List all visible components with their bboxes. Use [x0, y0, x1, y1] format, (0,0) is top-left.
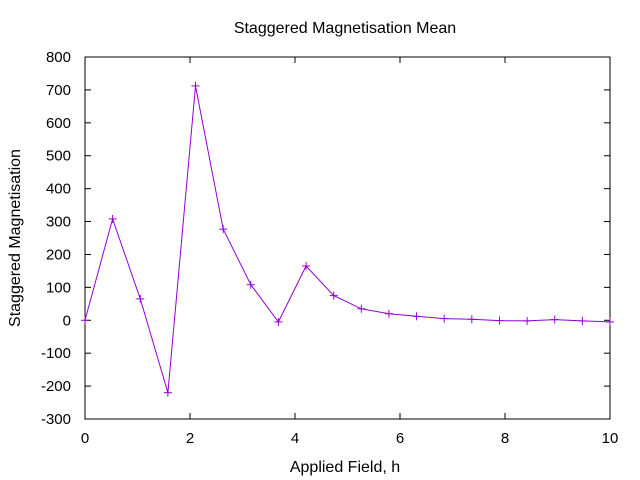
- data-point: [606, 317, 614, 326]
- y-tick-label: 500: [46, 148, 71, 165]
- x-tick-label: 8: [501, 430, 509, 447]
- y-tick-label: -200: [41, 378, 71, 395]
- y-tick-label: 700: [46, 82, 71, 99]
- data-point: [136, 294, 145, 303]
- x-tick-label: 0: [81, 430, 89, 447]
- y-tick-label: 600: [46, 115, 71, 132]
- data-point: [412, 312, 421, 321]
- series-layer: [81, 81, 614, 397]
- series-line: [84, 85, 611, 393]
- data-point: [329, 291, 338, 300]
- data-point: [191, 81, 200, 90]
- chart-title: Staggered Magnetisation Mean: [234, 20, 456, 37]
- y-tick-label: 0: [63, 312, 71, 329]
- data-point: [219, 225, 228, 234]
- y-tick-label: 300: [46, 214, 71, 231]
- data-point: [550, 315, 559, 324]
- y-tick-label: -300: [41, 411, 71, 428]
- data-point: [108, 214, 117, 223]
- data-point: [302, 261, 311, 270]
- y-axis-label: Staggered Magnetisation: [7, 149, 24, 327]
- data-point: [81, 316, 89, 325]
- data-point: [467, 315, 476, 324]
- x-tick-label: 2: [186, 430, 194, 447]
- x-tick-label: 6: [396, 430, 404, 447]
- data-point: [578, 316, 587, 325]
- data-point: [163, 388, 172, 397]
- plot-border: [84, 56, 611, 420]
- x-tick-label: 10: [602, 430, 619, 447]
- data-point: [357, 304, 366, 313]
- data-point: [274, 317, 283, 326]
- data-point: [440, 314, 449, 323]
- y-tick-label: 100: [46, 279, 71, 296]
- data-point: [246, 280, 255, 289]
- x-axis-label: Applied Field, h: [290, 459, 400, 476]
- plot-area: [84, 56, 611, 420]
- data-point: [495, 316, 504, 325]
- axis-tick-labels: -300 -200 -100 0 100 200 300 400 500 600 700 800 0 2 4…: [41, 49, 618, 447]
- x-tick-label: 4: [291, 430, 299, 447]
- y-tick-label: 400: [46, 181, 71, 198]
- data-point: [523, 316, 532, 325]
- y-tick-label: 200: [46, 246, 71, 263]
- y-tick-label: 800: [46, 49, 71, 66]
- data-point: [384, 309, 393, 318]
- axis-ticks: [84, 56, 611, 420]
- y-tick-label: -100: [41, 345, 71, 362]
